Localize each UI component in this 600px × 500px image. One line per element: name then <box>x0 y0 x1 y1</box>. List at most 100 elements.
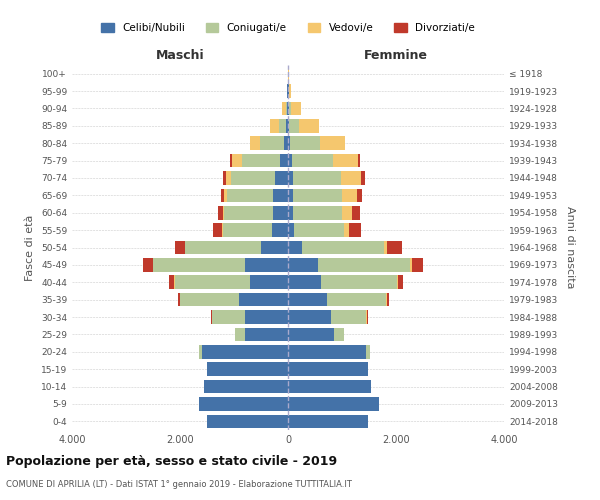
Bar <box>284 136 288 150</box>
Bar <box>342 206 352 220</box>
Bar <box>221 188 224 202</box>
Bar <box>289 102 291 115</box>
Bar <box>288 258 318 272</box>
Bar <box>295 224 344 237</box>
Bar <box>293 206 342 220</box>
Bar <box>397 276 398 289</box>
Bar <box>261 240 288 254</box>
Bar <box>250 276 288 289</box>
Y-axis label: Fasce di età: Fasce di età <box>25 214 35 280</box>
Bar <box>334 328 344 341</box>
Bar <box>288 414 368 428</box>
Text: Popolazione per età, sesso e stato civile - 2019: Popolazione per età, sesso e stato civil… <box>6 455 337 468</box>
Bar <box>273 206 288 220</box>
Bar <box>409 258 412 272</box>
Bar <box>286 119 288 132</box>
Bar <box>212 224 223 237</box>
Bar <box>358 154 360 168</box>
Bar <box>366 345 370 358</box>
Bar <box>398 276 403 289</box>
Bar <box>178 293 180 306</box>
Bar <box>180 293 239 306</box>
Bar <box>288 380 371 394</box>
Bar <box>260 136 284 150</box>
Text: Maschi: Maschi <box>155 50 205 62</box>
Bar <box>331 310 366 324</box>
Bar <box>232 154 242 168</box>
Bar <box>275 171 288 185</box>
Bar <box>320 136 344 150</box>
Bar <box>280 154 288 168</box>
Bar <box>288 276 322 289</box>
Bar <box>273 188 288 202</box>
Bar <box>227 188 273 202</box>
Bar <box>318 258 409 272</box>
Bar <box>199 345 202 358</box>
Bar <box>232 171 275 185</box>
Bar <box>288 154 292 168</box>
Bar <box>288 119 289 132</box>
Bar <box>223 171 226 185</box>
Bar <box>293 188 342 202</box>
Bar <box>212 310 245 324</box>
Bar <box>288 362 368 376</box>
Bar <box>272 224 288 237</box>
Bar <box>288 224 295 237</box>
Bar <box>245 258 288 272</box>
Bar <box>288 102 289 115</box>
Bar <box>223 224 272 237</box>
Bar <box>388 240 403 254</box>
Bar <box>202 345 288 358</box>
Bar <box>322 276 397 289</box>
Bar <box>288 206 293 220</box>
Bar <box>282 102 286 115</box>
Bar <box>235 328 245 341</box>
Bar <box>288 328 334 341</box>
Bar <box>245 328 288 341</box>
Bar <box>349 224 361 237</box>
Bar <box>327 293 386 306</box>
Bar <box>175 240 185 254</box>
Bar <box>204 380 288 394</box>
Bar <box>352 206 360 220</box>
Bar <box>223 206 224 220</box>
Bar <box>412 258 423 272</box>
Bar <box>169 276 174 289</box>
Bar <box>383 240 388 254</box>
Bar <box>299 119 319 132</box>
Bar <box>290 136 320 150</box>
Bar <box>341 171 361 185</box>
Bar <box>288 293 327 306</box>
Bar <box>270 119 280 132</box>
Bar <box>367 310 368 324</box>
Bar <box>143 258 152 272</box>
Bar <box>250 136 260 150</box>
Bar <box>288 397 379 410</box>
Legend: Celibi/Nubili, Coniugati/e, Vedovi/e, Divorziati/e: Celibi/Nubili, Coniugati/e, Vedovi/e, Di… <box>97 19 479 38</box>
Bar <box>224 188 227 202</box>
Text: COMUNE DI APRILIA (LT) - Dati ISTAT 1° gennaio 2019 - Elaborazione TUTTITALIA.IT: COMUNE DI APRILIA (LT) - Dati ISTAT 1° g… <box>6 480 352 489</box>
Bar <box>226 171 232 185</box>
Bar <box>292 154 333 168</box>
Bar <box>289 119 299 132</box>
Bar <box>333 154 358 168</box>
Bar <box>280 119 286 132</box>
Bar <box>224 206 273 220</box>
Bar <box>288 171 293 185</box>
Bar <box>288 310 331 324</box>
Bar <box>288 188 293 202</box>
Bar <box>293 171 341 185</box>
Bar <box>287 102 288 115</box>
Bar <box>289 84 291 98</box>
Bar <box>288 136 290 150</box>
Bar <box>286 102 287 115</box>
Bar <box>245 310 288 324</box>
Text: Femmine: Femmine <box>364 50 428 62</box>
Bar <box>175 276 250 289</box>
Bar <box>230 154 232 168</box>
Bar <box>185 240 261 254</box>
Bar <box>288 240 302 254</box>
Bar <box>199 397 288 410</box>
Bar <box>342 188 358 202</box>
Bar <box>218 206 223 220</box>
